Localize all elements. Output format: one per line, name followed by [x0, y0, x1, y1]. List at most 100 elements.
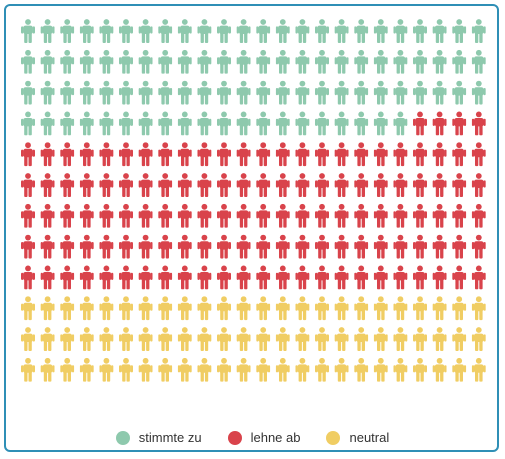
person-icon: [21, 19, 35, 43]
person-icon: [236, 19, 251, 43]
person-icon: [413, 296, 427, 321]
person-icon: [373, 357, 388, 382]
person-icon: [138, 296, 153, 321]
person-icon: [452, 80, 467, 105]
person-icon: [79, 111, 94, 136]
person-icon: [217, 80, 231, 105]
person-icon: [99, 19, 114, 43]
person-icon: [138, 327, 153, 351]
person-icon: [158, 173, 173, 197]
person-icon: [79, 49, 94, 74]
person-icon: [471, 296, 486, 321]
person-icon: [21, 357, 35, 382]
person-icon: [256, 80, 271, 105]
person-icon: [99, 49, 114, 74]
person-icon: [217, 19, 231, 43]
person-icon: [119, 203, 133, 228]
person-icon: [471, 80, 486, 105]
person-icon: [354, 357, 369, 382]
person-icon: [393, 327, 408, 351]
person-icon: [177, 234, 192, 259]
person-icon: [79, 265, 94, 290]
person-icon: [79, 296, 94, 321]
person-icon: [99, 173, 114, 197]
person-icon: [373, 19, 388, 43]
person-icon: [393, 234, 408, 259]
legend-item-agree[interactable]: stimmte zu: [115, 430, 202, 445]
person-icon: [334, 80, 349, 105]
person-icon: [393, 49, 408, 74]
person-icon: [60, 234, 75, 259]
legend-item-disagree[interactable]: lehne ab: [227, 430, 300, 445]
person-icon: [138, 234, 153, 259]
person-icon: [295, 142, 310, 167]
person-icon: [256, 173, 271, 197]
person-icon: [21, 49, 35, 74]
person-icon: [158, 19, 173, 43]
person-icon: [471, 357, 486, 382]
person-icon: [334, 111, 349, 136]
person-icon: [119, 234, 133, 259]
person-icon: [197, 80, 212, 105]
person-icon: [295, 327, 310, 351]
person-icon: [21, 111, 35, 136]
person-icon: [275, 49, 290, 74]
person-icon: [256, 19, 271, 43]
person-icon: [158, 265, 173, 290]
person-icon: [197, 49, 212, 74]
person-icon: [354, 49, 369, 74]
person-icon: [256, 265, 271, 290]
person-icon: [354, 142, 369, 167]
person-icon: [471, 49, 486, 74]
person-icon: [119, 173, 133, 197]
person-icon: [315, 265, 329, 290]
person-icon: [79, 234, 94, 259]
person-icon: [138, 173, 153, 197]
person-icon: [471, 111, 486, 136]
legend-label-neutral: neutral: [349, 430, 390, 445]
person-icon: [452, 265, 467, 290]
person-icon: [315, 357, 329, 382]
person-icon: [217, 111, 231, 136]
person-icon: [177, 49, 192, 74]
person-icon: [413, 203, 427, 228]
pictogram-icons: [21, 19, 486, 382]
person-icon: [393, 80, 408, 105]
person-icon: [452, 296, 467, 321]
person-icon: [295, 203, 310, 228]
person-icon: [99, 357, 114, 382]
person-icon: [119, 142, 133, 167]
person-icon: [99, 80, 114, 105]
person-icon: [413, 49, 427, 74]
person-icon: [236, 327, 251, 351]
person-icon: [413, 173, 427, 197]
person-icon: [452, 203, 467, 228]
person-icon: [413, 327, 427, 351]
person-icon: [275, 80, 290, 105]
person-icon: [99, 296, 114, 321]
person-icon: [21, 80, 35, 105]
person-icon: [295, 111, 310, 136]
legend-item-neutral[interactable]: neutral: [326, 430, 389, 445]
person-icon: [40, 296, 55, 321]
person-icon: [158, 234, 173, 259]
person-icon: [295, 265, 310, 290]
person-icon: [197, 173, 212, 197]
person-icon: [275, 234, 290, 259]
person-icon: [158, 327, 173, 351]
person-icon: [119, 80, 133, 105]
person-icon: [236, 265, 251, 290]
person-icon: [373, 173, 388, 197]
person-icon: [197, 234, 212, 259]
person-icon: [217, 173, 231, 197]
person-icon: [275, 327, 290, 351]
person-icon: [413, 111, 427, 136]
person-icon: [79, 142, 94, 167]
person-icon: [432, 234, 447, 259]
person-icon: [256, 111, 271, 136]
person-icon: [60, 357, 75, 382]
person-icon: [373, 142, 388, 167]
person-icon: [40, 80, 55, 105]
person-icon: [21, 173, 35, 197]
